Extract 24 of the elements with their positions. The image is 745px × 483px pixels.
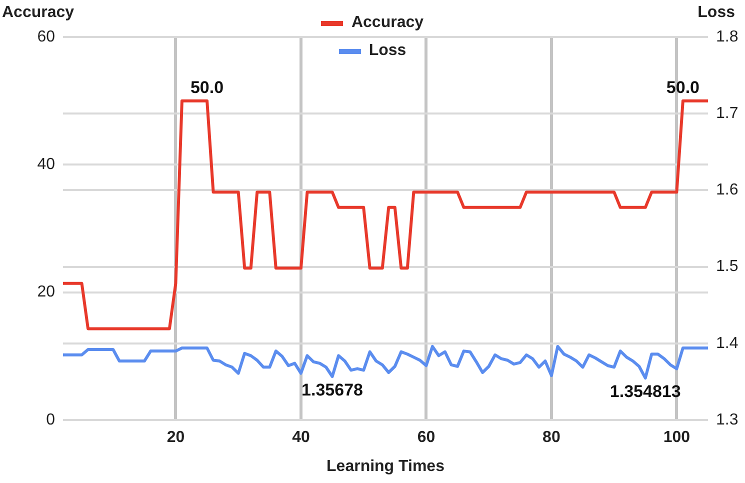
y-tick-label: 60 [37, 28, 56, 46]
data-label: 50.0 [666, 78, 700, 98]
data-label: 50.0 [190, 78, 224, 98]
x-tick-label: 40 [292, 429, 310, 446]
y-tick-label: 20 [37, 284, 56, 301]
y2-tick-label: 1.4 [716, 334, 738, 352]
y2-tick-label: 1.8 [716, 28, 738, 46]
data-label: 1.354813 [610, 382, 681, 402]
data-label: 1.35678 [302, 380, 363, 400]
y-tick-label: 40 [37, 156, 56, 174]
y2-axis-title: Loss [698, 4, 735, 22]
y2-tick-label: 1.3 [716, 411, 738, 428]
x-tick-label: 60 [417, 429, 436, 446]
y-axis-title: Accuracy [2, 4, 74, 22]
y2-tick-label: 1.5 [716, 258, 738, 276]
x-axis-title: Learning Times [326, 458, 446, 476]
x-tick-label: 100 [663, 429, 690, 446]
y-tick-label: 0 [46, 411, 56, 428]
x-tick-label: 20 [166, 429, 185, 446]
legend-label: Loss [368, 42, 406, 60]
legend-label: Accuracy [351, 14, 424, 32]
y2-tick-label: 1.6 [716, 182, 738, 199]
y2-tick-label: 1.7 [716, 105, 738, 122]
x-tick-label: 80 [542, 429, 560, 446]
